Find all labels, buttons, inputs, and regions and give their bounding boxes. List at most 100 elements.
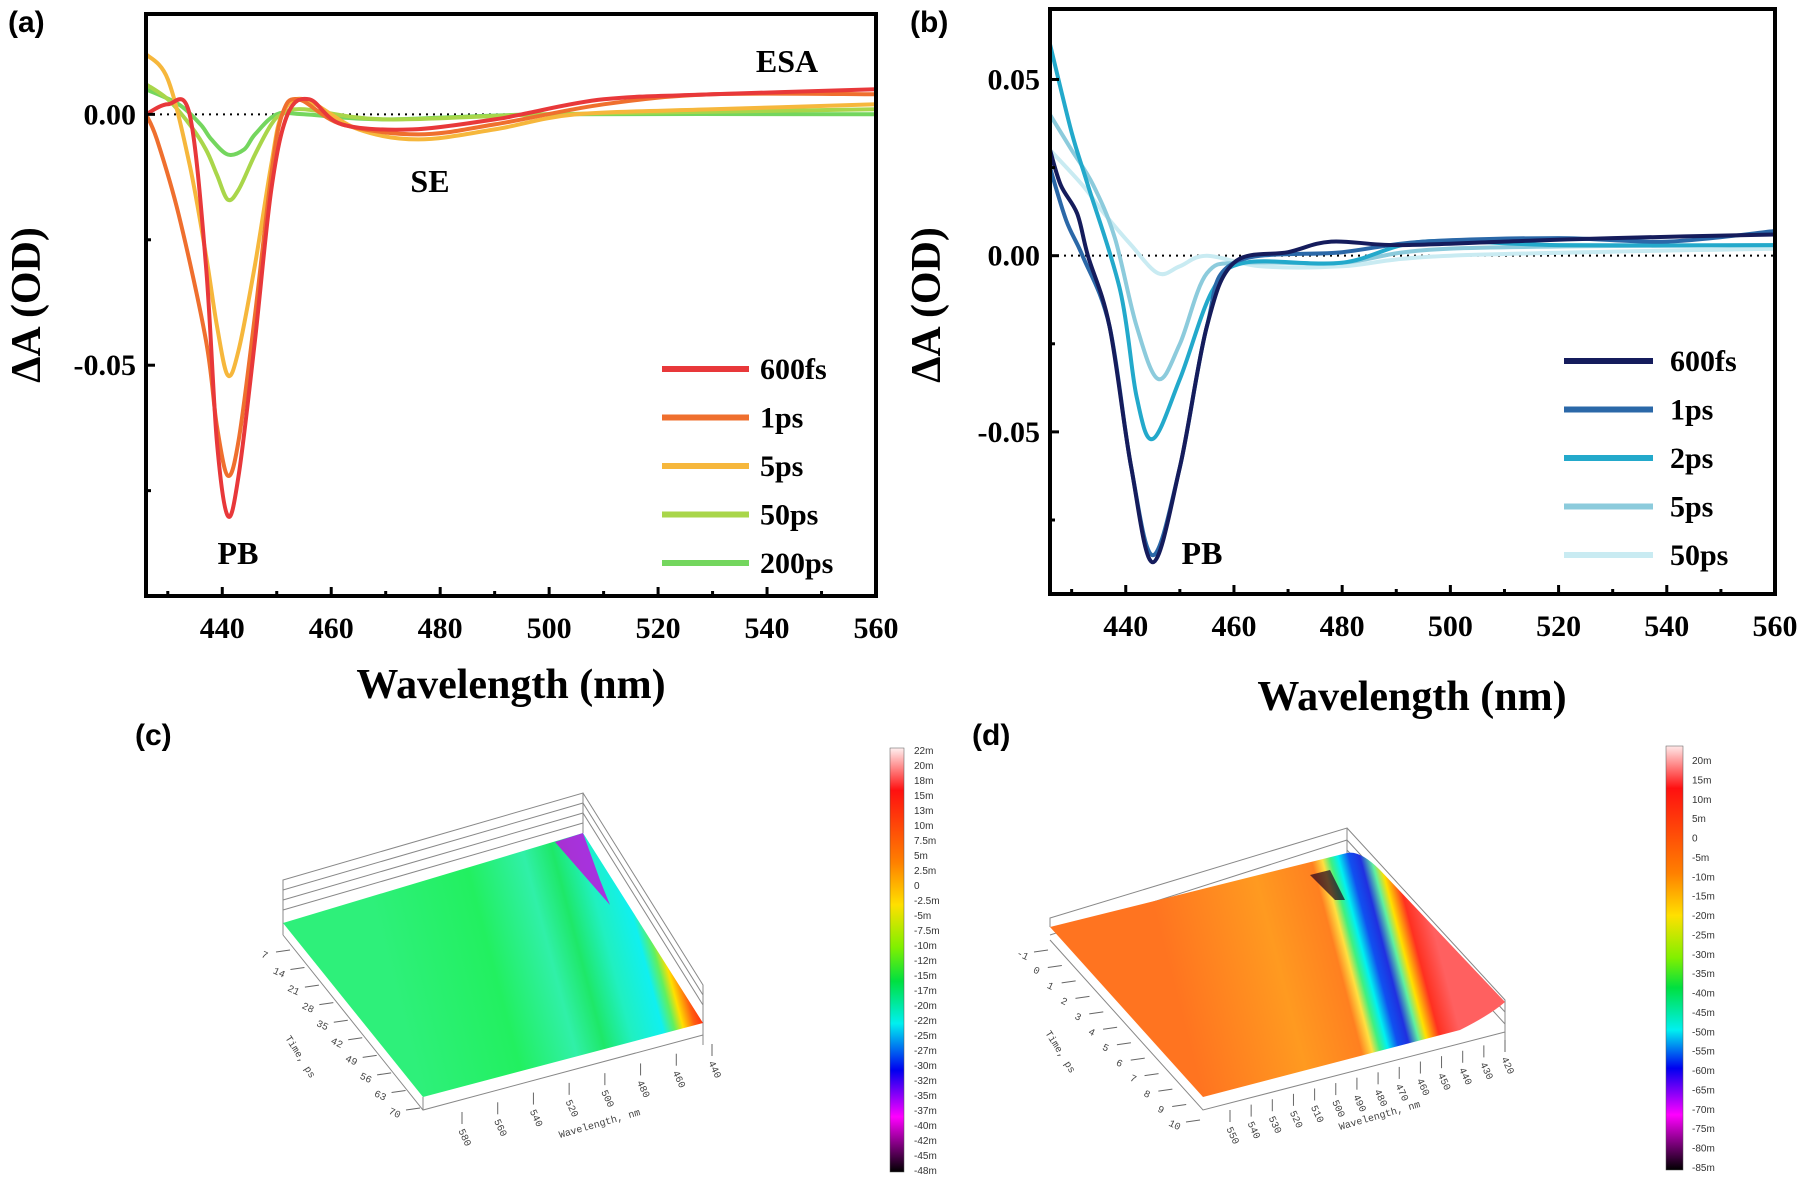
legend-label: 2ps — [1670, 442, 1713, 475]
axis-tick-label: 56 — [357, 1072, 373, 1087]
colorbar-label: -27m — [914, 1046, 937, 1057]
x-axis-title-b: Wavelength (nm) — [1257, 674, 1566, 720]
axis-tick-label: 8 — [1141, 1089, 1151, 1102]
axis-tick-label: 480 — [633, 1079, 651, 1100]
colorbar-label: -15m — [1692, 892, 1715, 903]
axis-tick-label: 500 — [1328, 1099, 1346, 1120]
panel-label-c: (c) — [135, 719, 172, 752]
axes-c: 714 21 28 35 42 49 56 63 70 580 560 540 520 500 480 460… — [259, 949, 723, 1149]
colorbar-label: -30m — [1692, 950, 1715, 961]
colorbar-label: -45m — [1692, 1008, 1715, 1019]
axis-tick — [1130, 1057, 1145, 1061]
colorbar-label: -20m — [914, 1001, 937, 1012]
x-tick-label: 480 — [418, 612, 463, 645]
colorbar-label: -65m — [1692, 1085, 1715, 1096]
x-tick-label: 540 — [1644, 610, 1689, 643]
legend: 600fs 1ps 5ps 50ps 200ps — [662, 353, 833, 580]
axis-tick-label: 21 — [285, 984, 301, 999]
annotation-esa: ESA — [756, 43, 818, 79]
chart-b: 440 460 480 500 520 540 560 0.05 0.00 -0.05 600fs 1… — [978, 7, 1798, 643]
axis-tick — [362, 1054, 377, 1058]
colorbar-label: 5m — [1692, 814, 1706, 825]
x-tick-label: 500 — [527, 612, 572, 645]
colorbar-label: 0 — [914, 881, 920, 892]
axis-tick-label: 510 — [1307, 1104, 1325, 1125]
plot-frame — [144, 12, 878, 598]
axis-tick — [333, 1019, 348, 1023]
x-tick-label: 520 — [636, 612, 681, 645]
colorbar-label: -7.5m — [914, 926, 940, 937]
legend-label: 50ps — [760, 499, 818, 532]
colorbar-label: 15m — [1692, 775, 1711, 786]
axis-tick — [1075, 995, 1090, 999]
colorbar-d — [1665, 745, 1684, 1171]
colorbar-label: 18m — [914, 776, 933, 787]
axis-tick-label: 540 — [526, 1108, 544, 1129]
x-tick-label: 440 — [1103, 610, 1148, 643]
colorbar-label: 13m — [914, 806, 933, 817]
axis-tick-label: 2 — [1058, 997, 1068, 1010]
x-tick-label: 460 — [1211, 610, 1256, 643]
colorbar-label: 22m — [914, 746, 933, 757]
colorbar-label: -10m — [914, 941, 937, 952]
x-tick-label: 440 — [200, 612, 245, 645]
colorbar-label: -5m — [1692, 853, 1709, 864]
x-axis-title-a: Wavelength (nm) — [356, 662, 665, 708]
surface-c-peak — [555, 833, 610, 905]
x-tick-label: 560 — [854, 612, 899, 645]
axis-tick — [348, 1037, 363, 1041]
legend-label: 200ps — [760, 547, 833, 580]
colorbar-label: -2.5m — [914, 896, 940, 907]
colorbar-label: -10m — [1692, 872, 1715, 883]
box-frame-c — [282, 792, 704, 1111]
colorbar-label: -12m — [914, 956, 937, 967]
annotation-pb-b: PB — [1182, 535, 1223, 571]
axis-tick-label: 440 — [705, 1060, 723, 1081]
legend-label: 600fs — [760, 353, 827, 386]
axis-tick-label: 1 — [1045, 981, 1055, 994]
colorbar-label: -25m — [914, 1031, 937, 1042]
axis-tick-label: 520 — [562, 1099, 580, 1120]
surface-d-peak — [1310, 870, 1345, 900]
colorbar-label: 10m — [914, 821, 933, 832]
axis-tick — [391, 1089, 406, 1093]
axis-tick-label: 460 — [1413, 1077, 1431, 1098]
axis-tick-label: 430 — [1476, 1061, 1494, 1082]
colorbar-label: -40m — [914, 1121, 937, 1132]
annotation-pb-a: PB — [218, 535, 259, 571]
x-tick-label: 480 — [1320, 610, 1365, 643]
axis-tick-label: 42 — [328, 1037, 344, 1052]
colorbar-label: -80m — [1692, 1144, 1715, 1155]
legend-label: 5ps — [1670, 491, 1713, 524]
colorbar-label: 10m — [1692, 795, 1711, 806]
axis-tick — [1033, 949, 1049, 953]
x-tick-label: 520 — [1536, 610, 1581, 643]
axis-tick-label: 7 — [1128, 1074, 1138, 1087]
legend-label: 1ps — [760, 402, 803, 435]
axis-tick-label: 560 — [490, 1118, 508, 1139]
surface-d — [1050, 852, 1505, 1097]
colorbar-label: -20m — [1692, 911, 1715, 922]
axis-tick-label: 490 — [1349, 1093, 1367, 1114]
axis-tick-label: 450 — [1434, 1072, 1452, 1093]
panel-label-b: (b) — [910, 6, 948, 39]
colorbar-label: 20m — [1692, 756, 1711, 767]
axis-tick — [1185, 1119, 1201, 1123]
axis-tick-label: 3 — [1072, 1012, 1082, 1025]
axis-tick — [304, 984, 319, 988]
axis-tick-label: 580 — [455, 1128, 473, 1149]
axis-tick-label: 6 — [1114, 1058, 1124, 1071]
x-tick-label: 500 — [1428, 610, 1473, 643]
axis-tick-label: 550 — [1223, 1126, 1241, 1147]
chart-a: 440 460 480 500 520 540 560 0.00 -0.05 600fs 1ps 5p… — [74, 12, 899, 645]
axis-tick — [1089, 1011, 1104, 1015]
colorbar-label: -17m — [914, 986, 937, 997]
axis-tick-label: 49 — [343, 1054, 359, 1069]
series-line-1ps — [1050, 167, 1775, 558]
y-axis-title-a: ΔA (OD) — [4, 227, 50, 383]
axis-tick-label: 0 — [1031, 966, 1041, 979]
axis-tick-label: 460 — [669, 1069, 687, 1090]
plot-frame — [1048, 7, 1777, 596]
